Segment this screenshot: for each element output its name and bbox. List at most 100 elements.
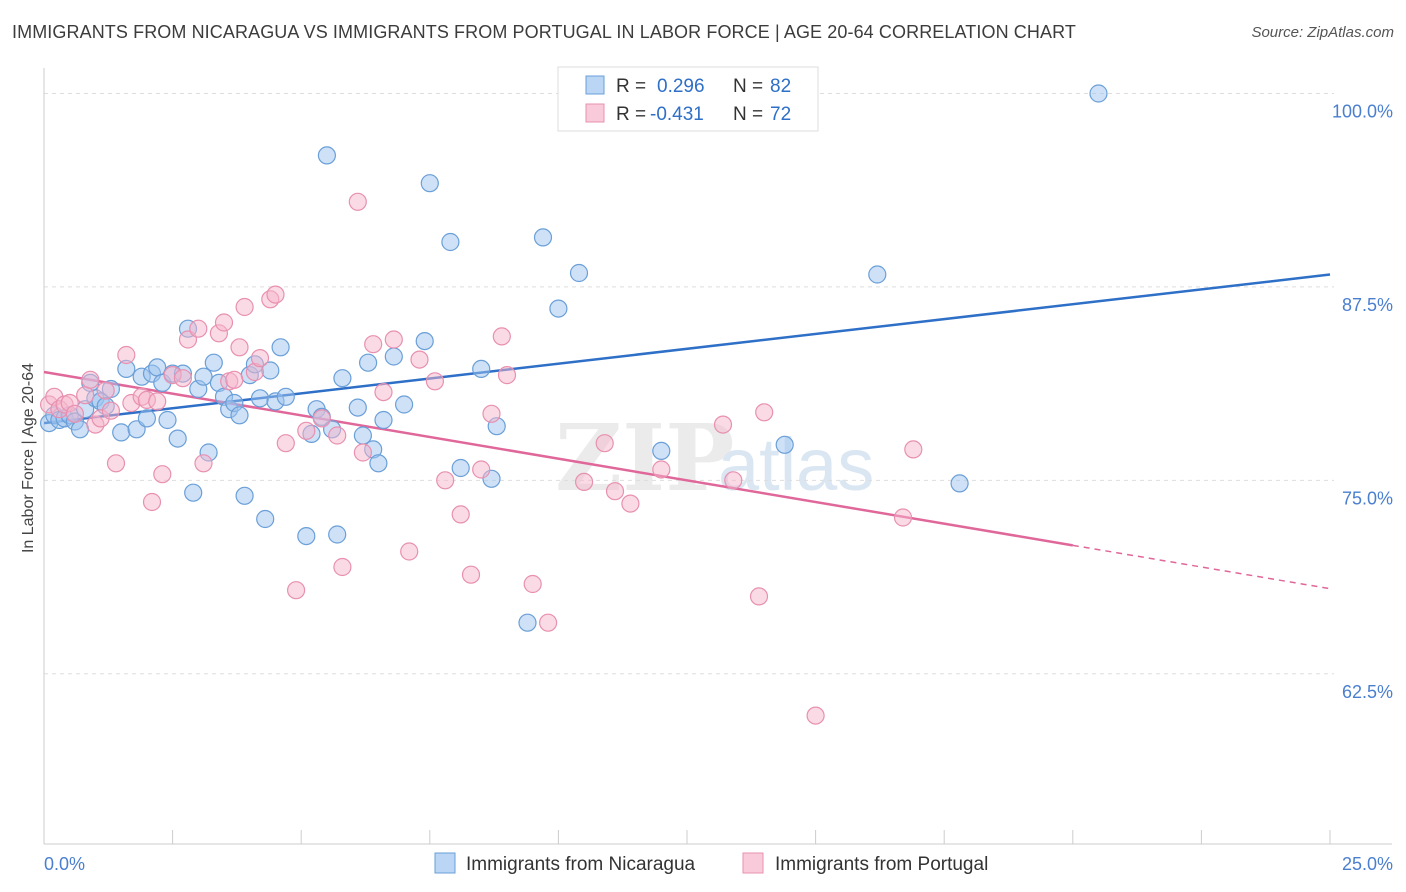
watermark-zip: ZIP bbox=[555, 404, 734, 512]
nicaragua-point bbox=[441, 232, 460, 252]
nicaragua-point bbox=[317, 146, 336, 165]
n-value-portugal: 72 bbox=[770, 104, 791, 125]
gridlines bbox=[44, 92, 1334, 675]
stats-legend-swatch-portugal bbox=[585, 103, 605, 123]
portugal-point bbox=[214, 313, 234, 332]
nicaragua-point bbox=[276, 387, 295, 406]
portugal-point bbox=[328, 426, 347, 445]
portugal-point bbox=[81, 370, 100, 389]
nicaragua-point bbox=[652, 441, 671, 460]
portugal-point bbox=[755, 403, 774, 422]
portugal-point bbox=[96, 381, 115, 400]
stats-legend-swatch-nicaragua bbox=[585, 75, 605, 95]
portugal-point bbox=[472, 460, 491, 479]
nicaragua-point bbox=[112, 423, 131, 442]
nicaragua-point bbox=[472, 359, 491, 378]
portugal-point bbox=[276, 434, 295, 453]
nicaragua-point bbox=[868, 265, 887, 284]
tick-labels: 100.0% 87.5% 75.0% 62.5% 0.0% 25.0% bbox=[44, 101, 1393, 874]
portugal-trend-extension bbox=[1072, 544, 1331, 590]
nicaragua-point bbox=[549, 299, 568, 318]
portugal-point bbox=[425, 372, 444, 391]
portugal-point bbox=[333, 557, 352, 577]
portugal-point bbox=[574, 472, 594, 491]
portugal-point bbox=[173, 369, 192, 388]
portugal-point bbox=[189, 319, 208, 338]
nicaragua-point bbox=[194, 367, 213, 386]
portugal-point bbox=[374, 383, 393, 402]
nicaragua-point bbox=[395, 395, 414, 414]
y-tick-label: 100.0% bbox=[1332, 101, 1393, 121]
nicaragua-point bbox=[328, 525, 347, 544]
portugal-point bbox=[312, 409, 331, 428]
n-label-nicaragua: N = bbox=[733, 76, 763, 97]
nicaragua-point bbox=[374, 410, 393, 430]
nicaragua-point bbox=[348, 398, 367, 417]
y-axis-label: In Labor Force | Age 20-64 bbox=[20, 363, 37, 553]
portugal-point bbox=[106, 454, 126, 473]
series-legend: Immigrants from Nicaragua Immigrants fro… bbox=[434, 852, 988, 875]
nicaragua-point bbox=[569, 263, 589, 283]
nicaragua-point bbox=[250, 389, 270, 408]
portugal-point bbox=[523, 574, 542, 594]
portugal-point bbox=[904, 440, 923, 459]
portugal-point bbox=[117, 345, 136, 365]
x-tick-label-max: 25.0% bbox=[1342, 854, 1393, 874]
x-tick-label-min: 0.0% bbox=[44, 854, 85, 874]
portugal-point bbox=[364, 335, 383, 354]
portugal-point bbox=[436, 471, 455, 490]
portugal-point bbox=[461, 565, 481, 584]
nicaragua-point bbox=[1089, 84, 1108, 103]
data-points bbox=[39, 84, 1108, 725]
nicaragua-point bbox=[333, 369, 352, 388]
portugal-point bbox=[384, 330, 403, 349]
portugal-point bbox=[713, 415, 733, 434]
portugal-point bbox=[893, 508, 913, 527]
nicaragua-point bbox=[137, 409, 156, 428]
portugal-point bbox=[652, 460, 671, 479]
nicaragua-point bbox=[148, 358, 167, 377]
r-value-portugal: -0.431 bbox=[650, 104, 704, 125]
nicaragua-point bbox=[204, 353, 223, 372]
nicaragua-point bbox=[415, 332, 434, 351]
nicaragua-point bbox=[533, 228, 553, 247]
portugal-point bbox=[605, 482, 625, 501]
portugal-point bbox=[148, 392, 167, 411]
nicaragua-point bbox=[184, 483, 203, 502]
chart-title: IMMIGRANTS FROM NICARAGUA VS IMMIGRANTS … bbox=[12, 22, 1076, 42]
source-label: Source: ZipAtlas.com bbox=[1251, 24, 1394, 41]
nicaragua-point bbox=[271, 338, 290, 357]
nicaragua-point bbox=[235, 486, 254, 505]
axes bbox=[43, 68, 1392, 845]
legend-label-portugal: Immigrants from Portugal bbox=[775, 854, 988, 875]
portugal-point bbox=[266, 285, 285, 304]
n-label-portugal: N = bbox=[733, 104, 763, 125]
portugal-point bbox=[65, 404, 85, 423]
nicaragua-point bbox=[158, 410, 177, 430]
portugal-point bbox=[194, 454, 213, 473]
stats-legend: R = 0.296 N = 82 R = -0.431 N = 72 bbox=[557, 66, 819, 132]
portugal-point bbox=[76, 386, 95, 405]
legend-label-nicaragua: Immigrants from Nicaragua bbox=[466, 854, 696, 875]
nicaragua-point bbox=[775, 435, 794, 454]
portugal-point bbox=[749, 587, 769, 606]
portugal-point bbox=[225, 370, 244, 389]
portugal-point bbox=[101, 401, 121, 420]
portugal-point bbox=[230, 338, 249, 357]
portugal-point bbox=[621, 494, 640, 513]
nicaragua-point bbox=[384, 347, 403, 366]
portugal-point bbox=[806, 706, 825, 725]
portugal-point bbox=[153, 465, 172, 484]
portugal-point bbox=[724, 471, 743, 490]
nicaragua-point bbox=[950, 474, 969, 493]
portugal-point bbox=[451, 505, 470, 524]
r-value-nicaragua: 0.296 bbox=[657, 76, 705, 97]
portugal-point bbox=[492, 327, 511, 346]
nicaragua-point bbox=[518, 613, 537, 632]
portugal-point bbox=[287, 581, 306, 600]
nicaragua-point bbox=[297, 526, 316, 546]
portugal-point bbox=[250, 349, 270, 368]
portugal-point bbox=[142, 492, 162, 512]
portugal-point bbox=[595, 434, 614, 453]
y-tick-label: 75.0% bbox=[1342, 488, 1393, 508]
